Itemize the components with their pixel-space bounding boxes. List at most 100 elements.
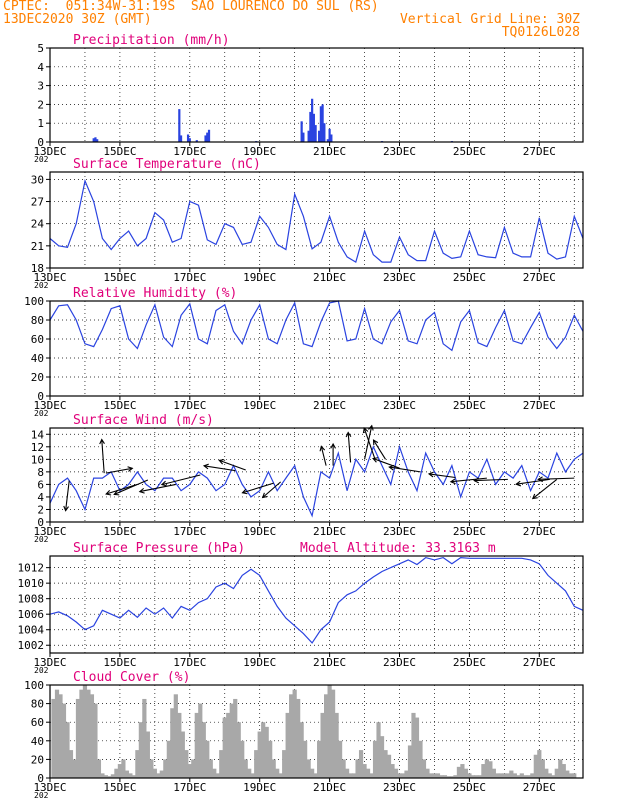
cloud-xtick-label: 23DEC — [383, 781, 416, 794]
precip-bar — [326, 139, 329, 142]
cloud-bar — [544, 768, 549, 778]
cloud-bar — [212, 768, 217, 778]
cloud-xtick-label: 13DEC — [33, 781, 66, 794]
wind-vector — [101, 439, 105, 474]
wind-vector — [139, 483, 176, 493]
wind-vector — [428, 473, 456, 479]
cloud-bar — [187, 764, 192, 778]
cloud-bar — [324, 694, 329, 778]
cloud-bar — [526, 775, 531, 778]
cloud-ytick-label: 100 — [24, 679, 44, 692]
cloud-bar — [355, 759, 360, 778]
wind-ytick-label: 12 — [31, 441, 44, 454]
wind-vector — [105, 467, 133, 474]
cloud-bar — [383, 750, 388, 778]
wind-vector-head — [372, 439, 379, 446]
cloud-bar — [296, 698, 301, 778]
cloud-bar — [72, 759, 77, 778]
cloud-bar — [159, 770, 164, 778]
cloud-bar — [421, 759, 427, 778]
cloud-bar — [86, 689, 91, 778]
cloud-bar — [306, 759, 311, 778]
wind-vector — [373, 439, 386, 460]
precip-xtick-label: 17DEC — [173, 145, 206, 158]
wind-vector-head — [127, 466, 134, 472]
cloud-bar — [414, 717, 420, 778]
header-title: CPTEC: 051:34W-31:19S SAO LOURENCO DO SU… — [3, 0, 379, 14]
cloud-bar — [310, 768, 315, 778]
header-code: TQ0126L028 — [501, 25, 580, 40]
cloud-ytick-label: 80 — [31, 698, 44, 711]
cloud-bar — [93, 703, 98, 778]
cloud-bar — [254, 750, 259, 778]
precip-bar — [300, 121, 303, 142]
cloud-bar — [474, 775, 479, 778]
cloud-bar — [488, 761, 493, 778]
precip-xtick-label: 25DEC — [453, 145, 486, 158]
wind-vector-head — [345, 431, 352, 438]
cloud-bar — [65, 722, 70, 778]
cloud-bar — [313, 773, 318, 778]
pres-cut-label: 202 — [34, 666, 49, 675]
cloud-bar — [418, 740, 423, 778]
precip-xtick-label: 15DEC — [103, 145, 136, 158]
pres-ytick-label: 1006 — [18, 608, 45, 621]
cloud-bar — [477, 775, 482, 778]
wind-vector-head — [218, 459, 225, 465]
pres-ytick-label: 1002 — [18, 639, 45, 652]
rh-ytick-label: 60 — [31, 333, 44, 346]
wind-title: Surface Wind (m/s) — [73, 413, 214, 428]
cloud-bar — [128, 773, 133, 778]
temp-series-line — [49, 178, 584, 264]
cloud-bar — [344, 768, 350, 778]
rh-xtick-label: 15DEC — [103, 399, 136, 412]
pres-xtick-label: 23DEC — [383, 656, 416, 669]
cloud-bar — [512, 773, 517, 778]
cloud-bar — [89, 694, 95, 778]
precip-xtick-label: 19DEC — [243, 145, 276, 158]
wind-vector-head — [202, 463, 209, 470]
cloud-bar — [163, 759, 168, 778]
wind-vector-head — [63, 505, 69, 512]
precip-bar — [328, 128, 331, 142]
temp-ytick-label: 21 — [31, 240, 44, 253]
cloud-bar — [114, 768, 119, 778]
cloud-bar — [334, 712, 339, 778]
cloud-bar — [61, 703, 67, 778]
cloud-bar — [271, 759, 276, 778]
cloud-bar — [166, 740, 171, 778]
rh-xtick-label: 21DEC — [313, 399, 346, 412]
temp-xtick-label: 21DEC — [313, 271, 346, 284]
cloud-bar — [107, 776, 112, 778]
precip-cut-label: 202 — [34, 155, 49, 164]
pres-xtick-label: 27DEC — [523, 656, 556, 669]
cloud-bar — [275, 768, 280, 778]
wind-vector — [347, 432, 352, 463]
cloud-bar — [505, 773, 510, 778]
wind-xtick-label: 27DEC — [523, 525, 556, 538]
wind-vector — [106, 483, 138, 495]
cloud-bar — [96, 759, 102, 778]
rh-series-line — [49, 300, 584, 352]
cloud-bar — [103, 775, 109, 778]
pres-title: Surface Pressure (hPa) — [73, 541, 245, 556]
pres-xtick-label: 21DEC — [313, 656, 346, 669]
cloud-bar — [495, 773, 500, 778]
cloud-bar — [540, 759, 545, 778]
wind-vector-head — [113, 490, 120, 496]
wind-vector — [532, 478, 558, 500]
wind-vector — [372, 457, 400, 469]
wind-vector — [389, 466, 421, 473]
cloud-bar — [138, 722, 143, 778]
precip-bar — [178, 109, 181, 142]
cloud-bar — [484, 759, 489, 778]
precip-frame — [49, 47, 584, 143]
cloud-bar — [442, 775, 448, 778]
cloud-bar — [205, 740, 210, 778]
wind-vector — [364, 425, 373, 460]
wind-cut-label: 202 — [34, 535, 49, 544]
rh-xtick-label: 19DEC — [243, 399, 276, 412]
cloud-bar — [68, 750, 74, 778]
temp-xtick-label: 15DEC — [103, 271, 136, 284]
